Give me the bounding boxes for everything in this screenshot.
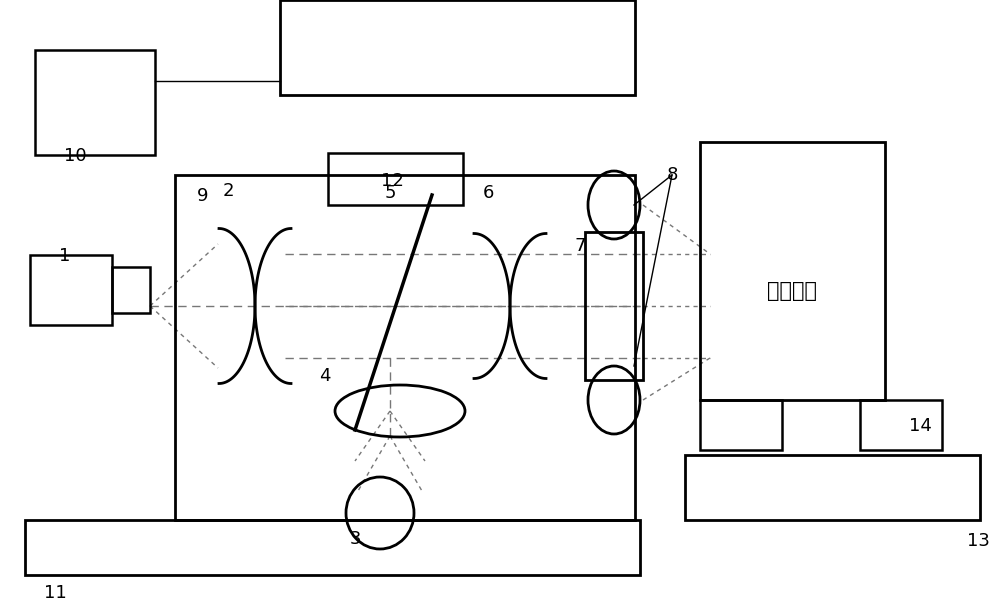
Bar — [860, 400, 942, 450]
Text: 1: 1 — [59, 247, 71, 265]
Text: 叶片模型: 叶片模型 — [767, 281, 817, 301]
Text: 9: 9 — [197, 187, 209, 205]
Text: 4: 4 — [319, 367, 331, 385]
Text: 13: 13 — [967, 532, 989, 550]
Bar — [700, 142, 885, 400]
Bar — [175, 175, 635, 520]
Text: 11: 11 — [44, 584, 66, 602]
Bar — [685, 455, 980, 520]
Bar — [585, 232, 643, 380]
Text: 6: 6 — [482, 184, 494, 202]
Bar — [328, 153, 463, 205]
Text: 8: 8 — [666, 166, 678, 184]
Text: 12: 12 — [381, 172, 403, 190]
Text: 2: 2 — [222, 182, 234, 200]
Bar — [112, 267, 150, 313]
Bar — [700, 400, 782, 450]
Bar — [25, 520, 640, 575]
Bar — [30, 255, 112, 325]
Text: 10: 10 — [64, 147, 86, 165]
Bar — [280, 0, 635, 95]
Text: 5: 5 — [384, 184, 396, 202]
Bar — [35, 50, 155, 155]
Text: 3: 3 — [349, 530, 361, 548]
Text: 14: 14 — [909, 417, 931, 435]
Text: 7: 7 — [574, 237, 586, 255]
